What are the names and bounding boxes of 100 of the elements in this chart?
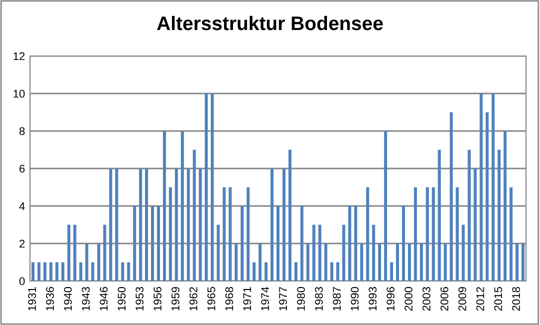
bar bbox=[390, 262, 394, 281]
bar bbox=[216, 224, 220, 281]
bar bbox=[438, 150, 441, 281]
bar bbox=[145, 168, 148, 281]
bar bbox=[450, 112, 453, 281]
x-tick-label: 1931 bbox=[28, 287, 36, 310]
x-tick-label: 1968 bbox=[225, 287, 234, 310]
y-tick-label: 6 bbox=[20, 164, 25, 173]
x-tick-label: 2000 bbox=[404, 286, 412, 311]
x-tick-label: 1996 bbox=[386, 287, 395, 310]
bar bbox=[133, 206, 136, 281]
bar bbox=[348, 206, 352, 281]
bar bbox=[61, 262, 64, 281]
y-tick-label: 0 bbox=[19, 277, 25, 286]
bar bbox=[324, 244, 328, 281]
bar bbox=[294, 262, 298, 281]
x-tick-label: 1946 bbox=[100, 287, 108, 310]
bar bbox=[384, 131, 388, 281]
bar bbox=[85, 244, 88, 281]
bar bbox=[180, 131, 184, 281]
x-tick-label: 1943 bbox=[82, 287, 90, 310]
bar bbox=[192, 150, 196, 281]
bar bbox=[156, 206, 160, 281]
bar bbox=[55, 262, 58, 281]
bar bbox=[234, 244, 238, 281]
bar bbox=[468, 150, 471, 281]
x-tick-label: 1993 bbox=[368, 287, 377, 310]
bar bbox=[360, 244, 364, 281]
bar bbox=[246, 187, 250, 281]
bar bbox=[378, 244, 382, 281]
x-tick-label: 1974 bbox=[261, 286, 270, 310]
x-tick-label: 1990 bbox=[350, 286, 359, 310]
x-tick-label: 1962 bbox=[189, 287, 198, 310]
bar bbox=[498, 150, 501, 281]
bar bbox=[115, 168, 118, 281]
bar bbox=[31, 262, 34, 281]
bar bbox=[492, 94, 495, 281]
x-tick-label: 1956 bbox=[154, 287, 162, 310]
x-tick-label: 1977 bbox=[279, 287, 287, 310]
bar bbox=[300, 206, 304, 281]
bar bbox=[420, 244, 423, 281]
bar bbox=[103, 224, 106, 281]
bar bbox=[67, 224, 70, 281]
bar bbox=[109, 168, 112, 281]
y-tick-label: 8 bbox=[19, 127, 25, 136]
bar bbox=[121, 262, 124, 281]
bar bbox=[318, 224, 322, 281]
y-tick-label: 2 bbox=[20, 240, 25, 248]
bar bbox=[139, 168, 142, 281]
bar bbox=[210, 94, 214, 281]
bar bbox=[336, 262, 340, 281]
bar bbox=[282, 168, 286, 281]
bar bbox=[414, 187, 417, 281]
bar bbox=[354, 206, 358, 281]
x-tick-label: 2003 bbox=[422, 287, 430, 311]
x-tick-label: 1950 bbox=[118, 286, 126, 310]
bar bbox=[516, 244, 519, 281]
y-tick-label: 4 bbox=[19, 202, 25, 210]
bar bbox=[456, 187, 459, 281]
x-tick-label: 1980 bbox=[297, 286, 305, 310]
bar bbox=[510, 187, 513, 281]
bar bbox=[240, 206, 244, 281]
bar bbox=[168, 187, 172, 281]
x-tick-label: 2006 bbox=[440, 287, 448, 311]
bar bbox=[97, 244, 100, 281]
bar bbox=[264, 262, 268, 281]
bar bbox=[252, 262, 256, 281]
bar bbox=[162, 131, 166, 281]
bar bbox=[402, 206, 405, 281]
bar bbox=[330, 262, 334, 281]
bar bbox=[270, 168, 274, 281]
bar bbox=[396, 244, 400, 281]
x-tick-label: 1936 bbox=[46, 287, 54, 310]
bar bbox=[204, 94, 208, 281]
bar bbox=[222, 187, 226, 281]
bar bbox=[504, 131, 507, 281]
bar bbox=[372, 224, 376, 281]
bar bbox=[43, 262, 46, 281]
bar bbox=[366, 187, 370, 281]
x-tick-label: 2018 bbox=[512, 287, 520, 311]
x-tick-label: 1959 bbox=[172, 287, 180, 310]
x-tick-label: 1971 bbox=[243, 287, 252, 310]
chart-title: Altersstruktur Bodensee bbox=[157, 16, 383, 30]
bar bbox=[228, 187, 232, 281]
bar bbox=[474, 168, 477, 281]
bar bbox=[480, 94, 483, 281]
bar bbox=[49, 262, 52, 281]
bar bbox=[276, 206, 280, 281]
x-tick-label: 2012 bbox=[476, 287, 484, 311]
bar bbox=[306, 244, 310, 281]
x-tick-label: 2009 bbox=[458, 287, 466, 311]
bar bbox=[186, 168, 190, 281]
bar bbox=[342, 224, 346, 281]
bar bbox=[174, 168, 178, 281]
y-tick-label: 12 bbox=[14, 52, 25, 60]
x-tick-label: 2015 bbox=[494, 287, 502, 311]
bar bbox=[522, 244, 525, 281]
x-tick-label: 1983 bbox=[314, 287, 323, 310]
bar bbox=[127, 262, 130, 281]
bar bbox=[486, 112, 489, 281]
